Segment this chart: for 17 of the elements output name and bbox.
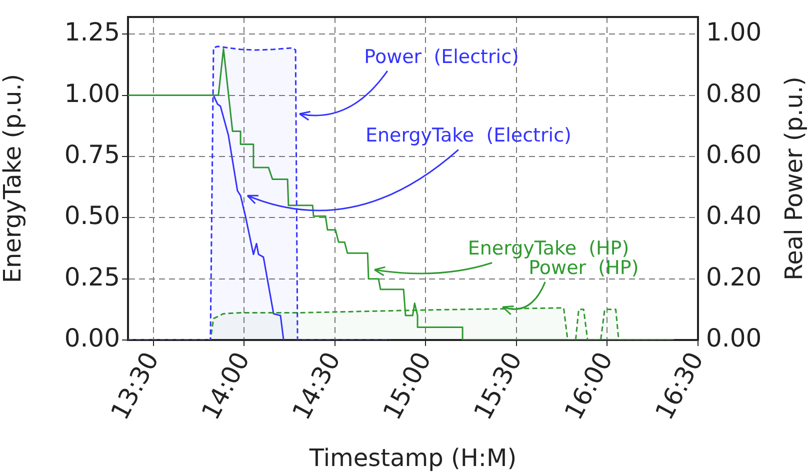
y2-tick-label: 0.60 bbox=[706, 140, 762, 169]
y2-tick-label: 0.40 bbox=[706, 201, 762, 230]
y2-tick-label: 0.20 bbox=[706, 262, 762, 292]
annotation: EnergyTake (Electric) bbox=[365, 124, 572, 147]
y-tick-label: 0.75 bbox=[64, 140, 120, 169]
y2-tick-label: 1.00 bbox=[706, 18, 762, 47]
y-tick-label: 1.25 bbox=[64, 18, 120, 47]
y-tick-label: 0.50 bbox=[64, 201, 120, 230]
y2-axis-title: Real Power (p.u.) bbox=[780, 76, 808, 280]
y2-tick-label: 0.00 bbox=[706, 324, 762, 352]
x-axis-title: Timestamp (H:M) bbox=[308, 444, 517, 472]
annotation: Power (Electric) bbox=[364, 46, 519, 68]
y-tick-label: 0.00 bbox=[64, 324, 120, 352]
y-tick-label: 1.00 bbox=[64, 78, 120, 108]
y2-tick-label: 0.80 bbox=[706, 78, 762, 108]
y-tick-label: 0.25 bbox=[64, 262, 120, 292]
y-axis-title: EnergyTake (p.u.) bbox=[0, 74, 27, 284]
